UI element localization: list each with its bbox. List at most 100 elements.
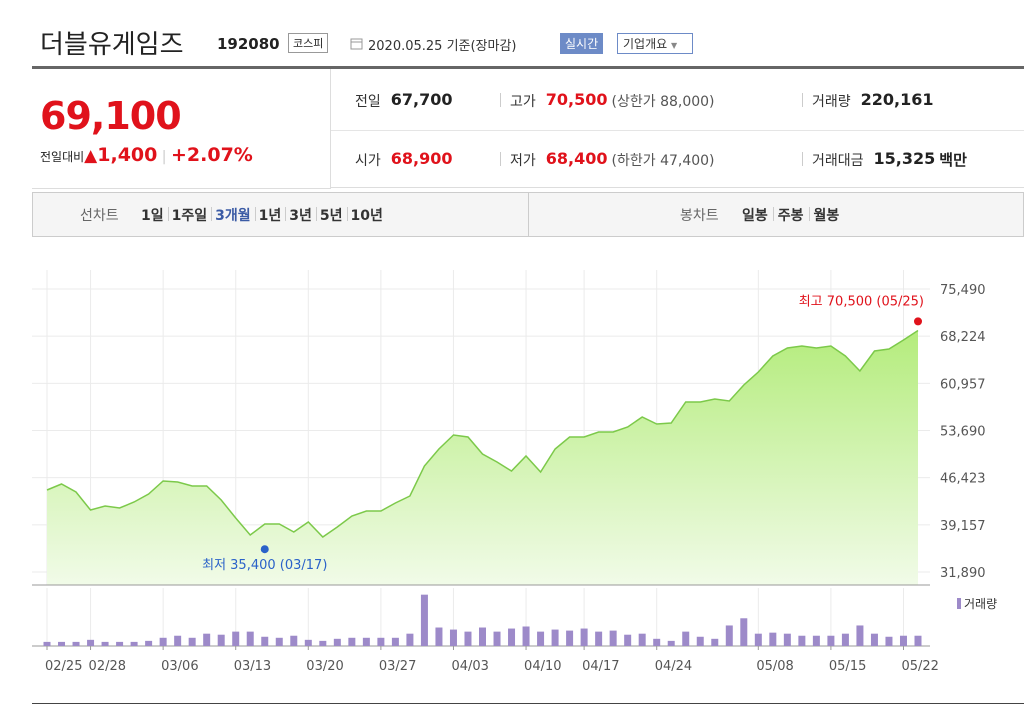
candle-tab[interactable]: 월봉 <box>813 208 840 224</box>
row-divider <box>331 130 1024 131</box>
volume-bar <box>87 639 95 646</box>
separator <box>315 207 317 221</box>
volume-bar <box>711 638 719 646</box>
volume-bar <box>130 641 138 646</box>
annotation-label: 최저 35,400 (03/17) <box>202 558 327 573</box>
volume-bar <box>653 638 661 646</box>
y-tick-label: 75,490 <box>940 283 986 298</box>
volume-bar <box>449 629 457 646</box>
volume-bar <box>682 631 690 646</box>
date: 2020.05.25 기준(장마감) <box>368 39 517 54</box>
x-tick-label: 05/15 <box>829 659 866 674</box>
volume-bar <box>870 633 878 646</box>
summary-label: 거래대금 <box>812 153 864 169</box>
y-tick-label: 39,157 <box>940 519 986 534</box>
separator <box>772 207 774 221</box>
volume-bar <box>740 618 748 646</box>
legend-label: 거래량 <box>964 597 997 611</box>
volume-bar <box>464 631 472 646</box>
volume-bar <box>725 625 733 646</box>
period-tab[interactable]: 5년 <box>319 208 343 224</box>
y-tick-label: 68,224 <box>940 330 986 345</box>
calendar-icon <box>350 38 363 50</box>
summary-label: 고가 <box>510 94 536 110</box>
volume-bar <box>783 633 791 646</box>
volume-bar <box>856 625 864 646</box>
volume-bar <box>333 638 341 646</box>
volume-bar <box>116 641 124 646</box>
summary-label: 시가 <box>355 153 381 169</box>
summary-value: 70,500 <box>545 90 608 109</box>
volume-bar <box>522 626 530 646</box>
stock-title: 더블유게임즈 <box>40 30 184 60</box>
realtime-button[interactable]: 실시간 <box>560 33 604 54</box>
volume-bar <box>885 636 893 646</box>
volume-bar <box>667 640 675 646</box>
volume-bar <box>580 628 588 646</box>
volume-bar <box>624 634 632 646</box>
separator <box>167 207 169 221</box>
volume-bar <box>508 628 516 646</box>
market-badge: 코스피 <box>288 33 329 53</box>
volume-bar <box>566 630 574 646</box>
volume-bar <box>304 639 312 646</box>
x-tick-label: 04/03 <box>451 659 488 674</box>
price-area <box>47 330 918 585</box>
period-tab[interactable]: 1일 <box>141 208 164 224</box>
volume-bar <box>275 637 283 646</box>
candle-tab[interactable]: 주봉 <box>777 208 804 224</box>
y-tick-label: 46,423 <box>940 472 986 487</box>
x-tick-label: 05/08 <box>756 659 793 674</box>
summary-label: 거래량 <box>812 94 851 110</box>
volume-bar <box>145 640 153 646</box>
legend-swatch <box>957 598 961 609</box>
volume-bar <box>188 637 196 646</box>
period-tab[interactable]: 1년 <box>258 208 282 224</box>
row-divider <box>331 187 1024 188</box>
separator <box>254 207 256 221</box>
period-tab[interactable]: 10년 <box>350 208 383 224</box>
x-tick-label: 03/06 <box>161 659 198 674</box>
separator <box>346 207 348 221</box>
volume-bar <box>348 637 356 646</box>
candle-chart-label: 봉차트 <box>680 208 719 224</box>
summary-value: 220,161 <box>860 90 934 109</box>
period-tab[interactable]: 3개월 <box>215 208 251 224</box>
x-tick-label: 03/13 <box>234 659 271 674</box>
volume-bar <box>537 631 545 646</box>
separator <box>808 207 810 221</box>
period-tab[interactable]: 1주일 <box>171 208 208 224</box>
volume-bar <box>43 641 51 646</box>
tab-divider <box>528 193 529 236</box>
annotation-dot <box>260 545 269 554</box>
company-button[interactable]: 기업개요 ▼ <box>617 33 693 54</box>
volume-bar <box>696 636 704 646</box>
separator <box>500 152 501 166</box>
volume-bar <box>798 635 806 646</box>
summary-value: 68,900 <box>390 149 453 168</box>
change-label: 전일대비 <box>40 150 85 164</box>
x-tick-label: 05/22 <box>901 659 938 674</box>
volume-bar <box>391 637 399 646</box>
summary-value: 67,700 <box>390 90 453 109</box>
separator <box>802 152 803 166</box>
period-tab[interactable]: 3년 <box>289 208 312 224</box>
price-line <box>46 329 919 538</box>
candle-tab[interactable]: 일봉 <box>742 208 768 224</box>
y-tick-label: 31,890 <box>940 566 986 581</box>
volume-bar <box>290 635 298 646</box>
volume-bar <box>914 635 922 646</box>
volume-bar <box>217 634 225 646</box>
volume-bar <box>841 633 849 646</box>
volume-bar <box>435 627 443 646</box>
volume-bar <box>754 633 762 646</box>
volume-bar <box>595 631 603 646</box>
divider <box>32 66 1024 69</box>
change-row: 전일대비▲1,400 | +2.07% <box>40 144 253 166</box>
summary-label: 저가 <box>510 153 536 169</box>
volume-bar <box>362 637 370 646</box>
separator <box>500 93 501 107</box>
x-tick-label: 04/17 <box>582 659 619 674</box>
change: 1,400 <box>97 144 158 166</box>
